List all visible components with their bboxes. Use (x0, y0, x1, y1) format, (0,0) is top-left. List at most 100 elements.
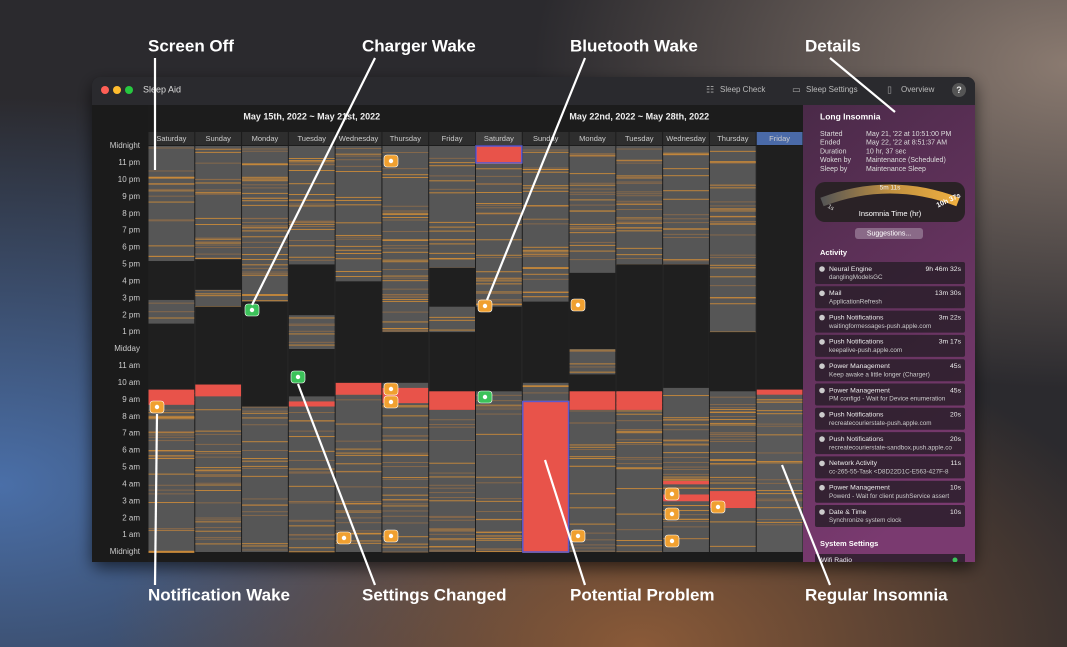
activity-tick (663, 456, 709, 458)
activity-tick (522, 268, 569, 269)
toolbar-icon[interactable]: ☷ (706, 84, 714, 94)
icon-glyph (154, 404, 160, 410)
zoom-button[interactable] (125, 86, 133, 94)
hour-label: 5 am (122, 463, 140, 472)
activity-tick (476, 203, 522, 204)
activity-tick (242, 267, 288, 269)
activity-tick (429, 157, 475, 159)
activity-tick (616, 488, 663, 490)
activity-tick (756, 519, 803, 520)
activity-icon (819, 363, 825, 370)
activity-tick (663, 466, 709, 468)
activity-tick (148, 431, 195, 433)
activity-tick (429, 550, 475, 552)
activity-row[interactable] (815, 383, 965, 406)
insomnia-block (288, 401, 335, 407)
activity-tick (522, 219, 569, 220)
activity-tick (335, 204, 382, 206)
activity-tick (663, 487, 709, 489)
activity-tick (148, 302, 195, 304)
toolbar-button[interactable]: Sleep Check (720, 85, 766, 94)
activity-tick (242, 450, 288, 452)
activity-tick (709, 264, 756, 266)
activity-tick (476, 536, 522, 538)
activity-tick (242, 498, 288, 500)
activity-tick (195, 290, 242, 291)
activity-tick (476, 277, 522, 279)
close-button[interactable] (101, 86, 109, 94)
activity-tick (756, 521, 803, 523)
help-button[interactable] (952, 83, 966, 97)
activity-tick (616, 442, 663, 444)
activity-row[interactable] (815, 456, 965, 479)
activity-tick (663, 440, 709, 442)
activity-tick (616, 200, 663, 202)
activity-tick (382, 435, 429, 437)
activity-tick (616, 247, 663, 249)
toolbar-button[interactable]: Sleep Settings (806, 85, 858, 94)
activity-tick (569, 446, 616, 448)
activity-row[interactable] (815, 310, 965, 333)
minimize-button[interactable] (113, 86, 121, 94)
activity-tick (429, 533, 475, 535)
activity-tick (616, 217, 663, 219)
activity-tick (429, 165, 475, 167)
toolbar-icon[interactable]: ▭ (792, 84, 801, 94)
activity-tick (709, 303, 756, 305)
activity-tick (429, 243, 475, 245)
activity-tick (382, 168, 429, 170)
activity-tick (288, 223, 335, 225)
activity-duration: 11s (951, 460, 962, 467)
activity-tick (242, 163, 288, 165)
callout-label: Details (805, 36, 861, 55)
activity-row[interactable] (815, 480, 965, 503)
toolbar-button[interactable]: Overview (901, 85, 935, 94)
activity-tick (476, 257, 522, 258)
activity-row[interactable] (815, 432, 965, 455)
activity-tick (522, 190, 569, 192)
toolbar-icon[interactable]: ▯ (887, 84, 892, 94)
activity-tick (382, 478, 429, 480)
suggestions-button[interactable] (855, 228, 923, 239)
suggestions-label[interactable]: Suggestions... (867, 230, 911, 237)
activity-tick (476, 192, 522, 193)
day-header (569, 132, 616, 145)
activity-tick (148, 502, 195, 504)
help-label[interactable]: ? (956, 85, 962, 95)
activity-tick (242, 295, 288, 296)
activity-tick (382, 551, 429, 553)
activity-row[interactable] (815, 286, 965, 309)
activity-tick (288, 341, 335, 343)
activity-tick (382, 152, 429, 154)
sleep-block (195, 306, 242, 392)
activity-row[interactable] (815, 334, 965, 357)
activity-tick (242, 475, 288, 477)
activity-tick (429, 226, 475, 228)
icon-glyph (669, 538, 675, 544)
activity-tick (616, 540, 663, 541)
activity-tick (756, 524, 803, 526)
activity-tick (242, 197, 288, 199)
activity-tick (242, 241, 288, 243)
activity-tick (616, 410, 663, 412)
activity-tick (242, 417, 288, 419)
activity-tick (616, 529, 663, 531)
activity-tick (195, 257, 242, 259)
activity-tick (616, 203, 663, 205)
activity-tick (382, 415, 429, 417)
activity-tick (616, 221, 663, 223)
activity-tick (709, 404, 756, 406)
activity-row[interactable] (815, 262, 965, 284)
hour-label: 7 pm (122, 226, 140, 235)
activity-tick (569, 241, 616, 243)
activity-tick (476, 453, 522, 455)
activity-tick (476, 539, 522, 541)
activity-tick (569, 204, 616, 206)
activity-tick (476, 224, 522, 226)
hour-label: 9 pm (122, 192, 140, 201)
activity-tick (616, 191, 663, 193)
activity-tick (709, 396, 756, 398)
activity-row[interactable] (815, 407, 965, 430)
activity-row[interactable] (815, 359, 965, 382)
activity-row[interactable] (815, 505, 965, 527)
